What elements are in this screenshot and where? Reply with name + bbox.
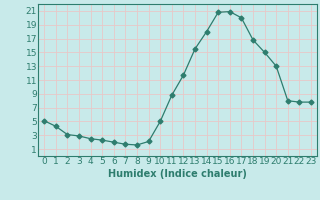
X-axis label: Humidex (Indice chaleur): Humidex (Indice chaleur): [108, 169, 247, 179]
